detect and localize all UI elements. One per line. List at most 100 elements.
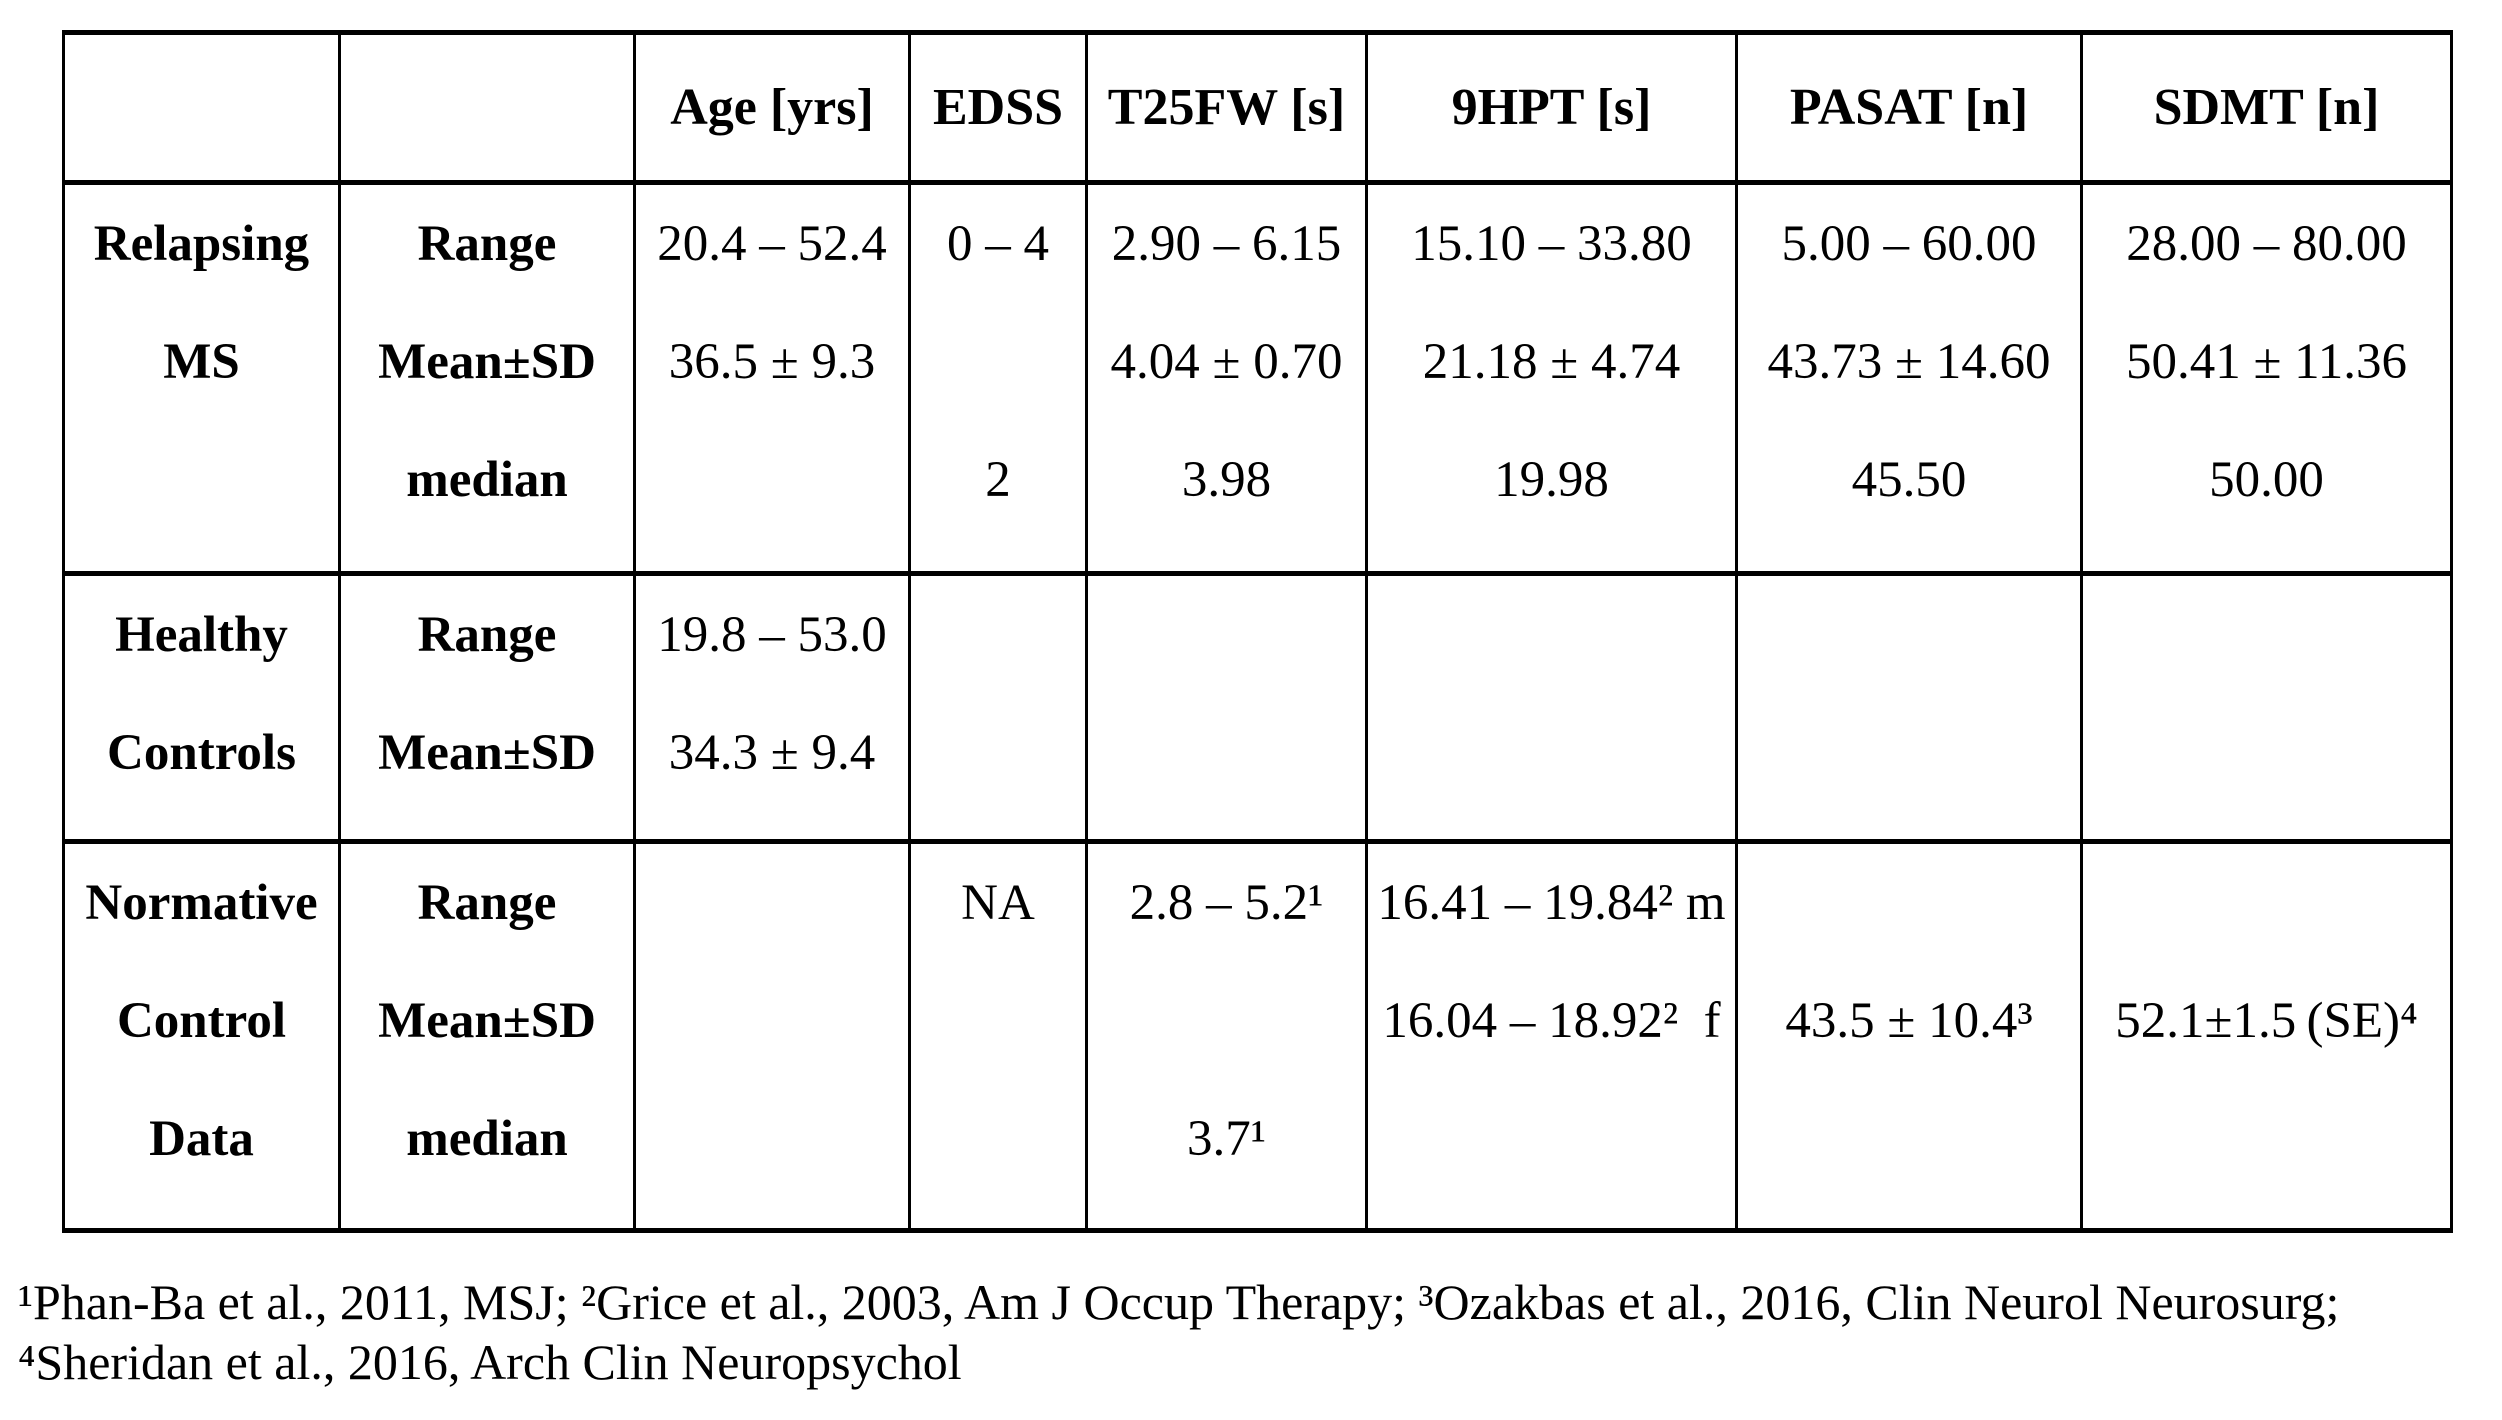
group-label-normative-control-data: Normative Control Data bbox=[62, 839, 341, 1233]
cell-line: 19.8 – 53.0 bbox=[657, 606, 887, 663]
stat-label-range: Range bbox=[417, 606, 557, 663]
cell-line bbox=[636, 844, 908, 962]
table-cell-edss bbox=[908, 571, 1088, 843]
cell-line bbox=[2083, 844, 2450, 962]
cell-line bbox=[911, 1080, 1085, 1198]
stat-labels-cell: Range Mean±SD median bbox=[338, 839, 636, 1233]
cell-line: 50.41 ± 11.36 bbox=[2125, 333, 2408, 390]
cell-line: 45.50 bbox=[1851, 451, 1967, 508]
header-cell-empty-stat bbox=[338, 30, 636, 184]
cell-line: 21.18 ± 4.74 bbox=[1422, 333, 1681, 390]
cell-line bbox=[2083, 1080, 2450, 1198]
column-header-sdmt: SDMT [n] bbox=[2080, 30, 2453, 184]
group-label-line: Healthy bbox=[115, 606, 288, 663]
group-label-line: Relapsing bbox=[93, 215, 310, 272]
table-cell-t25fw: 2.8 – 5.2¹ 3.7¹ bbox=[1085, 839, 1368, 1233]
table-cell-t25fw bbox=[1085, 571, 1368, 843]
cell-line bbox=[636, 1080, 908, 1198]
group-row-healthy-controls: Healthy Controls Range Mean±SD 19.8 – 53… bbox=[62, 571, 2453, 843]
footnote-line: ¹Phan-Ba et al., 2011, MSJ; ²Grice et al… bbox=[18, 1274, 2340, 1330]
table-cell-9hpt: 15.10 – 33.80 21.18 ± 4.74 19.98 bbox=[1365, 180, 1738, 575]
cell-line: 2.8 – 5.2¹ bbox=[1129, 874, 1324, 931]
table-cell-pasat: 5.00 – 60.00 43.73 ± 14.60 45.50 bbox=[1735, 180, 2083, 575]
cell-line bbox=[1368, 694, 1735, 812]
table-cell-9hpt bbox=[1365, 571, 1738, 843]
cell-line bbox=[1738, 844, 2080, 962]
cell-line: 16.41 – 19.84² m bbox=[1377, 874, 1726, 931]
reference-footnotes: ¹Phan-Ba et al., 2011, MSJ; ²Grice et al… bbox=[18, 1272, 2339, 1392]
group-label-line: Normative bbox=[85, 874, 318, 931]
cell-line bbox=[911, 962, 1085, 1080]
table-cell-pasat bbox=[1735, 571, 2083, 843]
stat-label-mean-sd: Mean±SD bbox=[378, 333, 596, 390]
table-cell-t25fw: 2.90 – 6.15 4.04 ± 0.70 3.98 bbox=[1085, 180, 1368, 575]
cell-line: 43.5 ± 10.4³ bbox=[1785, 992, 2033, 1049]
cell-line: 43.73 ± 14.60 bbox=[1767, 333, 2051, 390]
stat-label-mean-sd: Mean±SD bbox=[378, 992, 596, 1049]
column-header-edss: EDSS bbox=[908, 30, 1088, 184]
column-header-age: Age [yrs] bbox=[633, 30, 911, 184]
cell-line bbox=[911, 303, 1085, 421]
cell-line: 34.3 ± 9.4 bbox=[668, 724, 876, 781]
stat-labels-cell: Range Mean±SD bbox=[338, 571, 636, 843]
group-row-relapsing-ms: Relapsing MS Range Mean±SD median 20.4 –… bbox=[62, 180, 2453, 575]
cell-line bbox=[1088, 576, 1365, 694]
cell-line: 3.98 bbox=[1181, 451, 1272, 508]
header-cell-empty-group bbox=[62, 30, 341, 184]
cell-line bbox=[1738, 694, 2080, 812]
cell-line: NA bbox=[961, 874, 1035, 931]
cell-line: 20.4 – 52.4 bbox=[657, 215, 887, 272]
group-label-line: Controls bbox=[107, 724, 296, 781]
stat-label-median: median bbox=[406, 1110, 568, 1167]
cell-line: 2.90 – 6.15 bbox=[1111, 215, 1342, 272]
cell-line: 2 bbox=[985, 451, 1011, 508]
table-cell-pasat: 43.5 ± 10.4³ bbox=[1735, 839, 2083, 1233]
table-header-row: Age [yrs] EDSS T25FW [s] 9HPT [s] PASAT … bbox=[62, 30, 2453, 184]
cell-line bbox=[911, 576, 1085, 694]
stat-label-median: median bbox=[406, 451, 568, 508]
table-cell-age: 19.8 – 53.0 34.3 ± 9.4 bbox=[633, 571, 911, 843]
table-cell-sdmt: 28.00 – 80.00 50.41 ± 11.36 50.00 bbox=[2080, 180, 2453, 575]
stat-label-range: Range bbox=[417, 215, 557, 272]
cell-line bbox=[911, 694, 1085, 812]
cell-line: 15.10 – 33.80 bbox=[1411, 215, 1692, 272]
cell-line: 0 – 4 bbox=[947, 215, 1049, 272]
column-header-9hpt: 9HPT [s] bbox=[1365, 30, 1738, 184]
cell-line bbox=[1738, 1080, 2080, 1198]
group-row-normative-control-data: Normative Control Data Range Mean±SD med… bbox=[62, 839, 2453, 1233]
group-label-healthy-controls: Healthy Controls bbox=[62, 571, 341, 843]
cell-line: 52.1±1.5 (SE)⁴ bbox=[2115, 992, 2418, 1049]
stat-label-range: Range bbox=[417, 874, 557, 931]
cell-line bbox=[2083, 576, 2450, 694]
column-header-pasat: PASAT [n] bbox=[1735, 30, 2083, 184]
results-table: Age [yrs] EDSS T25FW [s] 9HPT [s] PASAT … bbox=[62, 30, 2453, 1233]
table-cell-edss: NA bbox=[908, 839, 1088, 1233]
group-label-line: Control bbox=[116, 992, 287, 1049]
cell-line: 28.00 – 80.00 bbox=[2126, 215, 2407, 272]
cell-line bbox=[1738, 576, 2080, 694]
group-label-relapsing-ms: Relapsing MS bbox=[62, 180, 341, 575]
cell-line: 36.5 ± 9.3 bbox=[668, 333, 876, 390]
cell-line bbox=[1088, 694, 1365, 812]
table-cell-9hpt: 16.41 – 19.84² m 16.04 – 18.92² f bbox=[1365, 839, 1738, 1233]
table-cell-age: 20.4 – 52.4 36.5 ± 9.3 bbox=[633, 180, 911, 575]
footnote-line: ⁴Sheridan et al., 2016, Arch Clin Neurop… bbox=[18, 1334, 962, 1390]
cell-line: 19.98 bbox=[1494, 451, 1609, 508]
cell-line bbox=[1368, 1080, 1735, 1198]
group-label-line bbox=[65, 421, 338, 539]
cell-line bbox=[636, 421, 908, 539]
cell-line bbox=[1368, 576, 1735, 694]
table-cell-age bbox=[633, 839, 911, 1233]
cell-line bbox=[636, 962, 908, 1080]
cell-line: 16.04 – 18.92² f bbox=[1382, 992, 1721, 1049]
stat-labels-cell: Range Mean±SD median bbox=[338, 180, 636, 575]
cell-line: 4.04 ± 0.70 bbox=[1110, 333, 1343, 390]
table-cell-sdmt: 52.1±1.5 (SE)⁴ bbox=[2080, 839, 2453, 1233]
cell-line bbox=[2083, 694, 2450, 812]
cell-line: 5.00 – 60.00 bbox=[1781, 215, 2037, 272]
table-cell-sdmt bbox=[2080, 571, 2453, 843]
cell-line: 3.7¹ bbox=[1186, 1110, 1267, 1167]
column-header-t25fw: T25FW [s] bbox=[1085, 30, 1368, 184]
cell-line bbox=[1088, 962, 1365, 1080]
